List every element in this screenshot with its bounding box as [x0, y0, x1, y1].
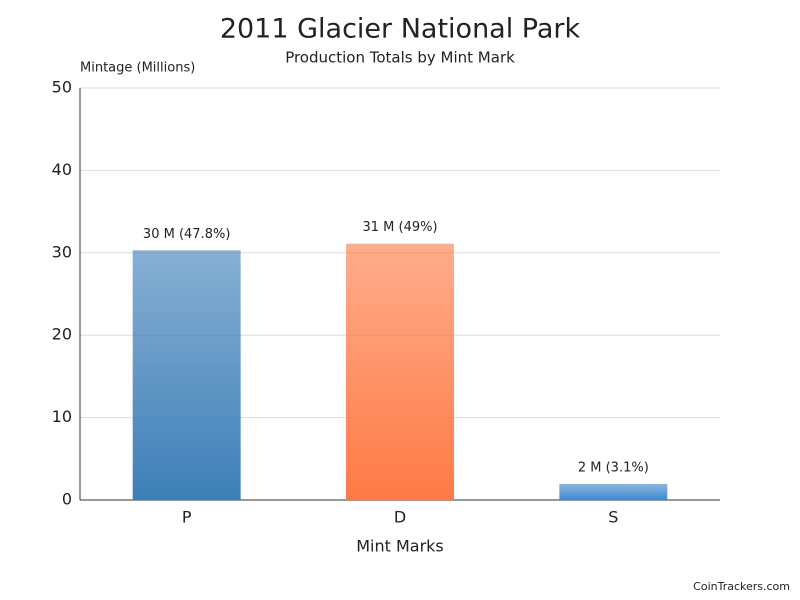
y-tick-label: 10 — [52, 407, 72, 426]
data-label: 2 M (3.1%) — [578, 460, 649, 475]
x-tick-label: S — [608, 508, 618, 527]
chart-subtitle: Production Totals by Mint Mark — [285, 49, 515, 67]
chart-title: 2011 Glacier National Park — [220, 14, 581, 45]
bar — [132, 250, 241, 500]
x-axis-title: Mint Marks — [356, 537, 444, 556]
footer: CoinTrackers.com — [693, 580, 790, 593]
bar — [346, 243, 454, 500]
y-tick-label: 30 — [52, 242, 72, 261]
y-axis-title: Mintage (Millions) — [80, 61, 195, 76]
y-tick-label: 0 — [62, 490, 72, 509]
x-tick-label: D — [394, 508, 406, 527]
y-tick-label: 20 — [52, 325, 72, 344]
y-tick-label: 50 — [52, 78, 72, 97]
bar — [559, 483, 668, 500]
x-tick-label: P — [182, 508, 192, 527]
data-label: 31 M (49%) — [362, 220, 437, 235]
y-tick-label: 40 — [52, 160, 72, 179]
data-label: 30 M (47.8%) — [143, 227, 230, 242]
